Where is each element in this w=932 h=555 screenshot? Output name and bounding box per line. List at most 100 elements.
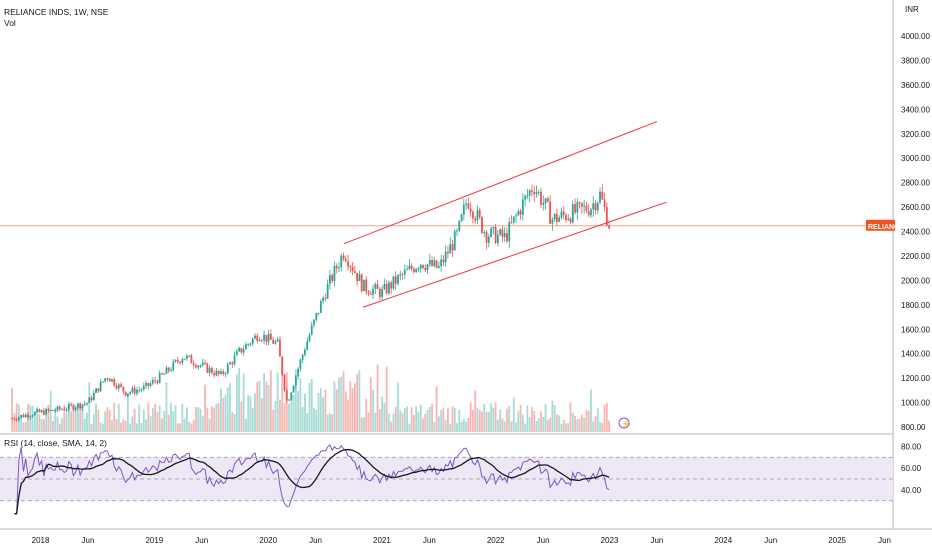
candle-body <box>462 204 465 215</box>
candle-body <box>108 378 111 382</box>
candle-body <box>587 211 590 216</box>
candle-body <box>136 389 138 394</box>
candle-body <box>369 293 372 295</box>
candle-body <box>315 313 318 320</box>
candle-body <box>42 410 45 415</box>
volume-bar <box>33 415 36 432</box>
candle-body <box>165 367 168 374</box>
volume-bar <box>170 403 172 432</box>
volume-bar <box>156 412 159 432</box>
price-tick-label: 2400.00 <box>901 228 930 237</box>
volume-bar <box>106 407 109 432</box>
candle-body <box>465 203 468 205</box>
volume-bar <box>599 422 601 432</box>
volume-bar <box>605 402 608 432</box>
volume-bar <box>465 421 468 432</box>
time-tick-label: Jun <box>309 536 322 545</box>
price-tick-label: 1600.00 <box>901 325 930 334</box>
candle-body <box>560 211 563 218</box>
volume-bar <box>65 413 68 432</box>
volume-bar <box>20 414 23 432</box>
candle-body <box>474 218 477 221</box>
volume-bar <box>385 366 388 432</box>
candle-body <box>161 373 163 375</box>
candle-body <box>356 272 359 282</box>
volume-bar <box>22 422 25 432</box>
candle-body <box>113 379 116 386</box>
volume-bar <box>158 405 161 432</box>
candle-body <box>524 195 527 200</box>
volume-bar <box>499 409 502 432</box>
rsi-line <box>14 444 610 515</box>
candle-body <box>267 333 270 342</box>
candle-body <box>592 203 595 210</box>
channel-lower-line <box>362 201 667 308</box>
candle-body <box>326 284 329 299</box>
volume-legend: Vol <box>4 18 16 28</box>
candle-body <box>490 228 492 237</box>
volume-bar <box>167 414 170 432</box>
candle-body <box>512 216 515 223</box>
candle-body <box>329 275 331 285</box>
volume-bar <box>456 423 458 432</box>
candle-body <box>376 284 379 289</box>
volume-bar <box>556 414 558 432</box>
candle-body <box>551 219 554 224</box>
candle-body <box>526 195 529 197</box>
volume-bar <box>496 419 499 432</box>
volume-bar <box>154 404 157 432</box>
candle-body <box>163 373 166 375</box>
candle-body <box>190 355 193 364</box>
candle-body <box>487 236 490 243</box>
time-tick-label: 2021 <box>373 536 391 545</box>
candle-body <box>506 232 508 242</box>
volume-bar <box>95 403 97 432</box>
volume-bar <box>61 418 63 432</box>
volume-bar <box>310 379 313 432</box>
volume-bar <box>279 399 281 432</box>
candle-body <box>47 409 50 411</box>
candle-body <box>269 333 272 340</box>
candle-body <box>319 301 322 313</box>
candle-body <box>558 217 561 222</box>
volume-bar <box>213 407 216 432</box>
candle-body <box>460 214 463 221</box>
volume-bar <box>501 418 504 432</box>
volume-bar <box>333 381 336 432</box>
volume-bar <box>272 409 275 432</box>
volume-bar <box>263 373 265 432</box>
volume-bar <box>58 423 61 432</box>
candle-body <box>201 362 204 366</box>
candle-body <box>74 407 77 410</box>
volume-bar <box>49 390 52 432</box>
candle-body <box>417 268 420 270</box>
candle-body <box>115 385 118 389</box>
candle-body <box>324 297 327 299</box>
volume-bar <box>440 409 443 432</box>
time-tick-label: Jun <box>537 536 550 545</box>
symbol-title: RELIANCE INDS, 1W, NSE <box>4 7 109 17</box>
price-tick-label: 1800.00 <box>901 301 930 310</box>
volume-bar <box>576 419 579 432</box>
volume-bar <box>435 386 438 432</box>
candle-body <box>263 335 265 341</box>
candle-body <box>54 410 57 412</box>
volume-bar <box>79 406 82 432</box>
volume-bar <box>215 403 218 432</box>
volume-bar <box>269 370 272 432</box>
candle-body <box>83 403 86 405</box>
volume-bar <box>433 422 436 432</box>
candle-body <box>195 365 197 368</box>
volume-bar <box>376 364 379 432</box>
candle-body <box>485 232 488 243</box>
rsi-tick-label: 80.00 <box>901 442 922 451</box>
candle-body <box>342 255 345 259</box>
volume-bar <box>72 403 75 432</box>
candle-body <box>65 409 68 411</box>
volume-bar <box>365 398 368 432</box>
candle-body <box>90 397 93 401</box>
volume-bar <box>540 411 542 432</box>
candle-body <box>322 297 324 302</box>
